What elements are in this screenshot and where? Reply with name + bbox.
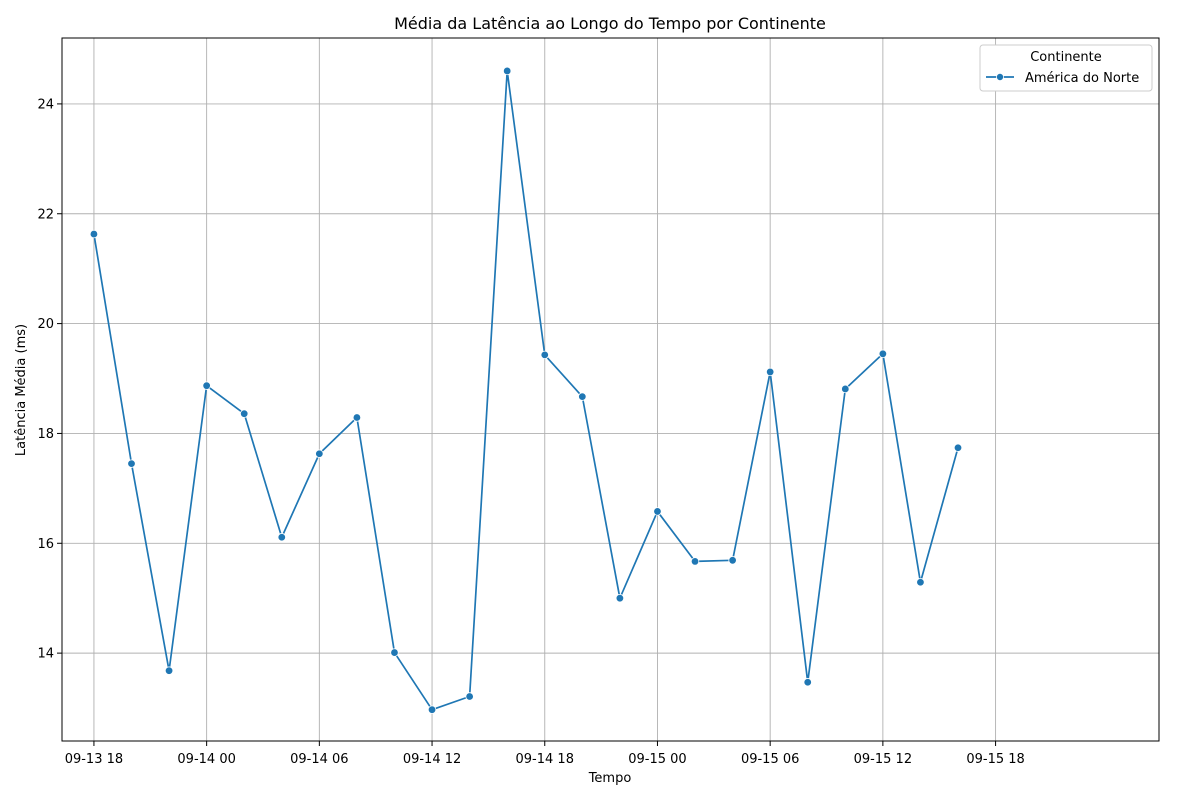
- data-point: [653, 507, 662, 516]
- data-point: [390, 648, 399, 657]
- x-tick-label: 09-14 12: [403, 752, 461, 767]
- data-point: [728, 556, 737, 565]
- y-axis-label: Latência Média (ms): [14, 324, 29, 456]
- y-tick-label: 22: [37, 207, 54, 222]
- data-point: [615, 594, 625, 603]
- y-tick-label: 20: [37, 317, 54, 332]
- data-point: [127, 459, 136, 468]
- y-tick-label: 18: [37, 427, 54, 442]
- data-point: [164, 666, 174, 675]
- y-tick-label: 16: [37, 537, 54, 552]
- data-point: [352, 413, 362, 422]
- x-tick-label: 09-14 00: [177, 752, 235, 767]
- x-tick-label: 09-15 18: [966, 752, 1024, 767]
- x-tick-label: 09-15 00: [628, 752, 686, 767]
- data-point: [878, 349, 888, 358]
- data-point: [803, 678, 812, 687]
- data-point: [578, 392, 587, 401]
- data-point: [540, 350, 549, 360]
- data-point: [240, 409, 249, 418]
- series-line: [93, 70, 959, 711]
- y-axis-ticks: 14 16 18 20 22 24: [37, 97, 62, 662]
- x-tick-label: 09-14 06: [290, 752, 348, 767]
- data-point: [89, 229, 99, 239]
- legend-box: [979, 44, 1153, 92]
- data-point: [502, 66, 512, 76]
- legend: Continente América do Norte: [979, 44, 1153, 92]
- data-point: [427, 705, 437, 714]
- legend-entry-label: América do Norte: [1025, 71, 1139, 86]
- x-axis-ticks: 09-13 18 09-14 00 09-14 06 09-14 12 09-14 18…: [65, 741, 1025, 767]
- data-point: [690, 557, 700, 566]
- x-axis-label: Tempo: [588, 771, 632, 786]
- data-point: [277, 533, 286, 542]
- plot-area: [61, 37, 1160, 742]
- series-layer: [89, 66, 963, 714]
- y-tick-label: 14: [37, 647, 54, 662]
- grid-lines: [62, 38, 1159, 741]
- data-point: [916, 578, 925, 587]
- legend-marker-swatch: [996, 73, 1005, 82]
- data-point: [465, 692, 474, 701]
- data-point: [841, 384, 850, 394]
- data-point: [202, 381, 211, 390]
- data-point: [953, 443, 963, 452]
- x-tick-label: 09-13 18: [65, 752, 123, 767]
- data-point: [765, 367, 775, 377]
- x-tick-label: 09-15 12: [854, 752, 912, 767]
- chart-title: Média da Latência ao Longo do Tempo por …: [394, 14, 826, 33]
- x-tick-label: 09-14 18: [516, 752, 574, 767]
- x-tick-label: 09-15 06: [741, 752, 799, 767]
- legend-title: Continente: [1030, 50, 1102, 65]
- data-point: [315, 449, 324, 458]
- y-tick-label: 24: [37, 97, 54, 112]
